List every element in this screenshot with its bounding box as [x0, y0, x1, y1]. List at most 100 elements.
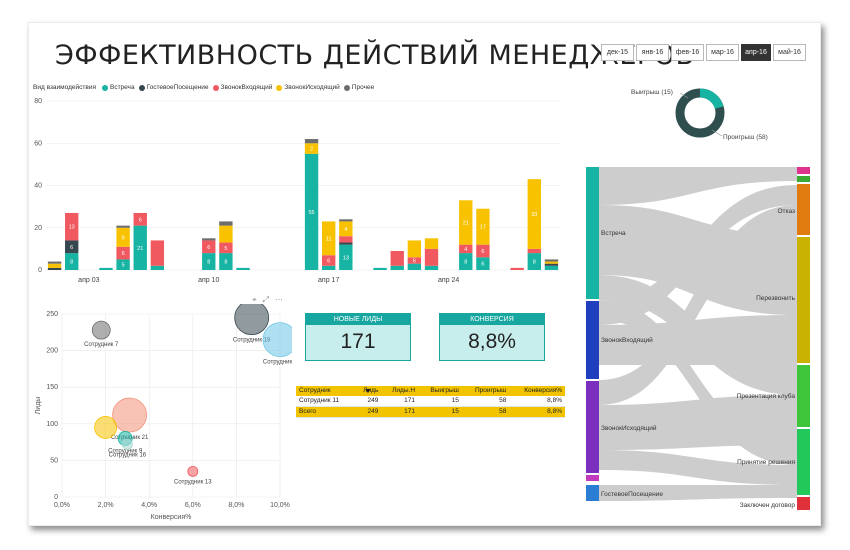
- sankey-link[interactable]: [599, 450, 797, 485]
- employee-table[interactable]: Сотрудник Лидь Лиды.Н Выигрыш Проигрыш К…: [296, 386, 565, 418]
- sankey-node-meeting[interactable]: [586, 167, 599, 299]
- bar-segment[interactable]: [116, 259, 130, 270]
- slicer-month-dec15[interactable]: дек-15: [601, 44, 634, 61]
- bar-segment[interactable]: [304, 139, 319, 144]
- scatter-point[interactable]: [262, 322, 292, 358]
- bar-segment[interactable]: [202, 253, 216, 270]
- bar-segment[interactable]: [219, 221, 233, 226]
- more-options-icon[interactable]: ⋯: [274, 295, 283, 304]
- bar-segment[interactable]: [202, 238, 216, 241]
- bar-segment[interactable]: [476, 208, 490, 245]
- bar-segment[interactable]: [339, 242, 353, 245]
- sankey-link[interactable]: [599, 315, 797, 365]
- scatter-point[interactable]: [234, 304, 270, 336]
- bar-segment[interactable]: [202, 240, 216, 254]
- bar-segment[interactable]: [407, 263, 422, 270]
- scatter-point[interactable]: [112, 397, 147, 433]
- bar-segment[interactable]: [390, 250, 404, 266]
- focus-mode-icon[interactable]: ⤢: [262, 295, 269, 304]
- bar-segment[interactable]: [47, 267, 62, 270]
- bar-segment[interactable]: [339, 236, 353, 243]
- win-loss-donut[interactable]: Выигрыш (15) Проигрыш (58): [620, 80, 780, 150]
- bar-segment[interactable]: [150, 265, 165, 270]
- scatter-point[interactable]: [91, 320, 111, 340]
- bar-segment[interactable]: [47, 263, 62, 268]
- scatter-point[interactable]: [94, 416, 117, 439]
- bar-segment[interactable]: [459, 200, 473, 245]
- col-header-wins[interactable]: Выигрыш: [418, 386, 462, 396]
- sankey-node-other[interactable]: [586, 475, 599, 481]
- bar-segment[interactable]: [150, 240, 165, 266]
- sankey-node-refusal[interactable]: [797, 184, 810, 235]
- bar-segment[interactable]: [322, 265, 336, 270]
- bar-segment[interactable]: [424, 248, 439, 266]
- bar-segment[interactable]: [116, 225, 130, 228]
- bar-segment[interactable]: [219, 242, 233, 254]
- slicer-month-feb16[interactable]: фев-16: [671, 44, 704, 61]
- pin-icon[interactable]: ⌖: [252, 295, 257, 304]
- bar-segment[interactable]: [510, 267, 524, 270]
- scatter-point[interactable]: [122, 438, 133, 450]
- sankey-node-contract[interactable]: [797, 497, 810, 510]
- bar-segment[interactable]: [133, 225, 147, 270]
- legend-item-incoming-call[interactable]: ЗвонокВходящий: [212, 84, 272, 91]
- legend-item-other[interactable]: Прочее: [343, 84, 374, 91]
- bar-segment[interactable]: [527, 179, 541, 249]
- sankey-link[interactable]: [599, 395, 797, 450]
- scatter-point[interactable]: [187, 465, 199, 477]
- sankey-link[interactable]: [599, 300, 797, 465]
- bar-segment[interactable]: [424, 265, 439, 270]
- slicer-month-apr16[interactable]: апр-16: [741, 44, 771, 61]
- sankey-node-top2[interactable]: [797, 176, 810, 182]
- bar-segment[interactable]: [339, 219, 353, 222]
- bar-segment[interactable]: [133, 212, 147, 226]
- bar-segment[interactable]: [390, 265, 404, 270]
- bar-segment[interactable]: [65, 240, 79, 254]
- bar-segment[interactable]: [339, 221, 353, 237]
- bar-segment[interactable]: [424, 238, 439, 249]
- bar-segment[interactable]: [65, 212, 79, 241]
- sort-desc-icon[interactable]: [364, 387, 372, 395]
- bar-segment[interactable]: [47, 261, 62, 264]
- sankey-node-incoming[interactable]: [586, 301, 599, 379]
- bar-segment[interactable]: [236, 267, 250, 270]
- bar-segment[interactable]: [304, 153, 319, 270]
- bar-segment[interactable]: [544, 261, 559, 264]
- legend-item-visit[interactable]: ГостевоеПосещение: [138, 84, 209, 91]
- bar-segment[interactable]: [544, 265, 559, 270]
- col-header-conversion[interactable]: Конверсия%: [509, 386, 565, 396]
- sankey-link[interactable]: [599, 205, 797, 405]
- col-header-losses[interactable]: Проигрыш: [461, 386, 510, 396]
- bar-segment[interactable]: [476, 244, 490, 258]
- legend-item-outgoing-call[interactable]: ЗвонокИсходящий: [276, 84, 340, 91]
- col-header-employee[interactable]: Сотрудник: [296, 386, 355, 396]
- bar-segment[interactable]: [527, 253, 541, 270]
- slicer-month-may16[interactable]: май-16: [773, 44, 806, 61]
- bar-segment[interactable]: [322, 221, 336, 256]
- sankey-node-presentation[interactable]: [797, 365, 810, 427]
- bar-segment[interactable]: [407, 257, 422, 264]
- sankey-node-callback[interactable]: [797, 237, 810, 363]
- table-row[interactable]: Сотрудник 11 249 171 15 58 8,8%: [296, 396, 565, 407]
- sankey-node-outgoing[interactable]: [586, 381, 599, 473]
- scatter-chart[interactable]: 0 50 100 150 200 250 0,0% 2,0% 4,0% 6,0% 8,0% 10,0%…: [30, 304, 292, 522]
- bar-segment[interactable]: [322, 255, 336, 266]
- bar-segment[interactable]: [459, 244, 473, 254]
- bar-segment[interactable]: [219, 225, 233, 243]
- bar-segment[interactable]: [527, 248, 541, 254]
- sankey-link[interactable]: [599, 185, 797, 325]
- bar-segment[interactable]: [339, 244, 353, 270]
- bar-segment[interactable]: [65, 253, 79, 270]
- sankey-link[interactable]: [599, 485, 797, 501]
- bar-segment[interactable]: [116, 227, 130, 247]
- bar-segment[interactable]: [373, 267, 387, 270]
- bar-segment[interactable]: [544, 259, 559, 262]
- legend-item-meeting[interactable]: Встреча: [101, 84, 135, 91]
- bar-segment[interactable]: [304, 143, 319, 154]
- bar-segment[interactable]: [219, 253, 233, 270]
- bar-segment[interactable]: [407, 240, 422, 258]
- sankey-node-decision[interactable]: [797, 429, 810, 495]
- sankey-node-top[interactable]: [797, 167, 810, 174]
- bar-segment[interactable]: [116, 246, 130, 260]
